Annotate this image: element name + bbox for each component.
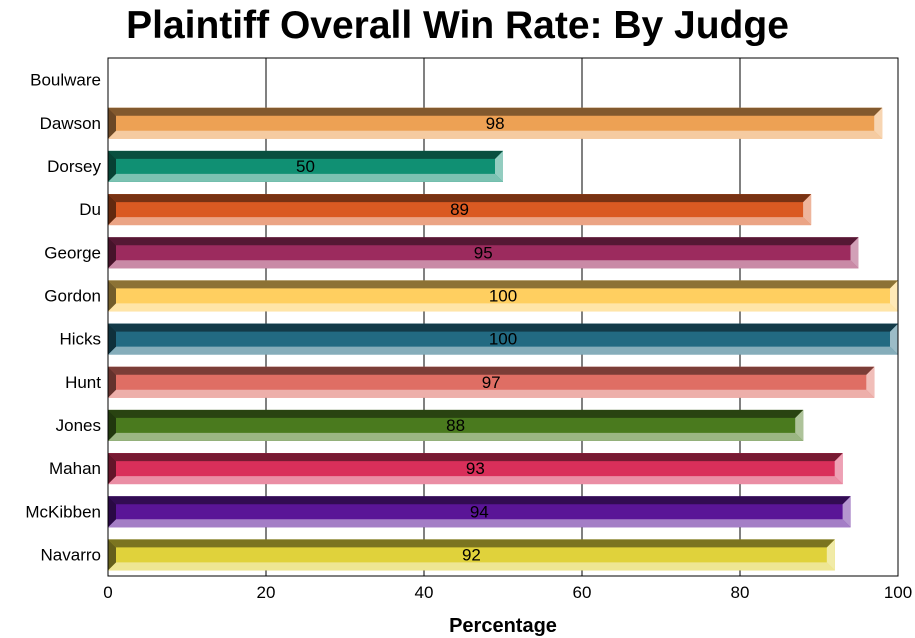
data-label: 100 <box>489 330 517 349</box>
category-label: Hunt <box>65 373 101 392</box>
bar <box>108 453 843 485</box>
bar <box>108 539 835 571</box>
bar <box>108 194 812 226</box>
category-label: Navarro <box>41 545 101 564</box>
category-label: Du <box>79 200 101 219</box>
data-label: 95 <box>474 243 493 262</box>
category-label: Boulware <box>30 71 101 90</box>
category-label: George <box>44 243 101 262</box>
category-label: Jones <box>56 416 101 435</box>
data-label: 93 <box>466 459 485 478</box>
x-tick-label: 100 <box>884 583 912 602</box>
x-tick-label: 40 <box>415 583 434 602</box>
bar <box>108 237 859 269</box>
x-tick-label: 80 <box>731 583 750 602</box>
chart-title: Plaintiff Overall Win Rate: By Judge <box>126 4 789 47</box>
bar <box>108 280 898 312</box>
bar <box>108 409 804 441</box>
bar <box>108 366 875 398</box>
bars <box>108 107 898 571</box>
x-tick-label: 20 <box>257 583 276 602</box>
data-label: 50 <box>296 157 315 176</box>
category-label: Gordon <box>44 286 101 305</box>
category-labels: Boulware Dawson Dorsey Du George Gordon Hicks H… <box>25 71 101 565</box>
data-label: 94 <box>470 502 489 521</box>
data-labels: 98 50 89 95 100 100 97 88 93 94 92 <box>296 114 517 565</box>
bar <box>108 107 883 139</box>
bar <box>108 150 503 182</box>
x-tick-label: 60 <box>573 583 592 602</box>
category-label: Dorsey <box>47 157 101 176</box>
x-axis-title: Percentage <box>449 615 557 637</box>
data-label: 97 <box>482 373 501 392</box>
data-label: 92 <box>462 545 481 564</box>
x-tick-labels: 0 20 40 60 80 100 <box>103 583 912 602</box>
bar <box>108 496 851 528</box>
data-label: 89 <box>450 200 469 219</box>
plot-border <box>107 57 899 577</box>
category-label: Hicks <box>59 330 101 349</box>
data-label: 98 <box>486 114 505 133</box>
data-label: 88 <box>446 416 465 435</box>
plot-frame <box>107 57 899 577</box>
category-label: Dawson <box>40 114 101 133</box>
category-label: McKibben <box>25 502 101 521</box>
data-label: 100 <box>489 286 517 305</box>
category-label: Mahan <box>49 459 101 478</box>
x-tick-label: 0 <box>103 583 112 602</box>
bar <box>108 323 898 355</box>
